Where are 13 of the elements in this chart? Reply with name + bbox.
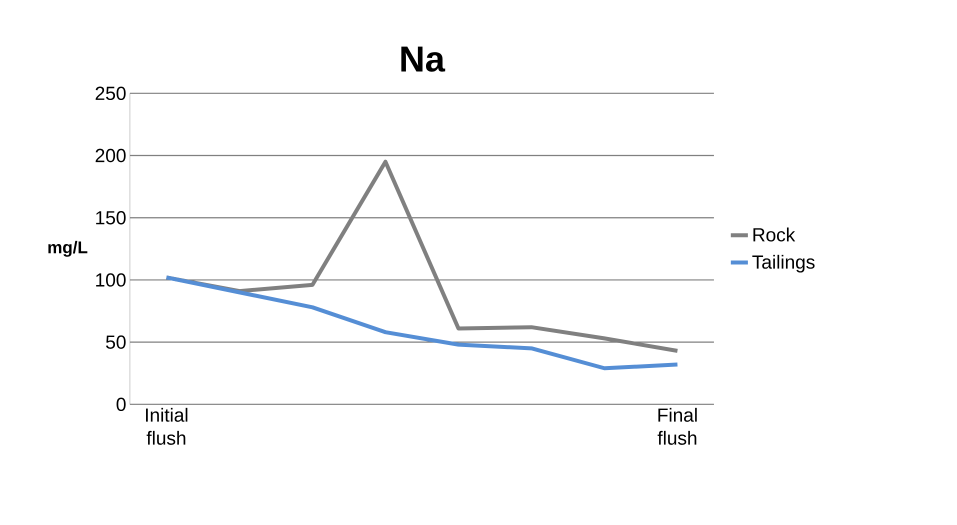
y-tick-label: 250 [96,86,126,100]
y-tick-label: 100 [96,273,126,287]
chart-title: Na [401,46,446,72]
x-tick-label: Final flush [658,408,697,445]
legend-label: Rock [753,228,796,242]
y-axis-title: mg/L [48,240,88,257]
x-tick-label: Initial flush [146,408,188,445]
y-tick-label: 50 [106,335,126,349]
y-tick-label: 150 [96,211,126,224]
legend-label: Tailings [752,254,815,273]
y-tick-label: 0 [116,398,126,412]
line-series [164,275,680,370]
y-tick-label: 200 [96,148,126,162]
